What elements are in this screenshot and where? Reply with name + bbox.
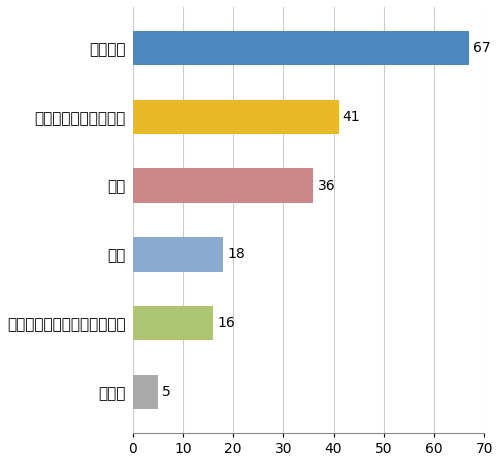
Text: 16: 16 [217, 316, 234, 330]
Bar [132, 169, 314, 203]
Text: 18: 18 [227, 247, 244, 261]
Bar [132, 237, 223, 271]
Bar [132, 306, 213, 340]
Bar [132, 31, 469, 65]
Text: 5: 5 [162, 385, 170, 399]
Text: 36: 36 [318, 179, 335, 193]
Bar [132, 375, 158, 409]
Text: 41: 41 [342, 110, 360, 124]
Text: 67: 67 [473, 41, 491, 55]
Bar [132, 100, 338, 134]
